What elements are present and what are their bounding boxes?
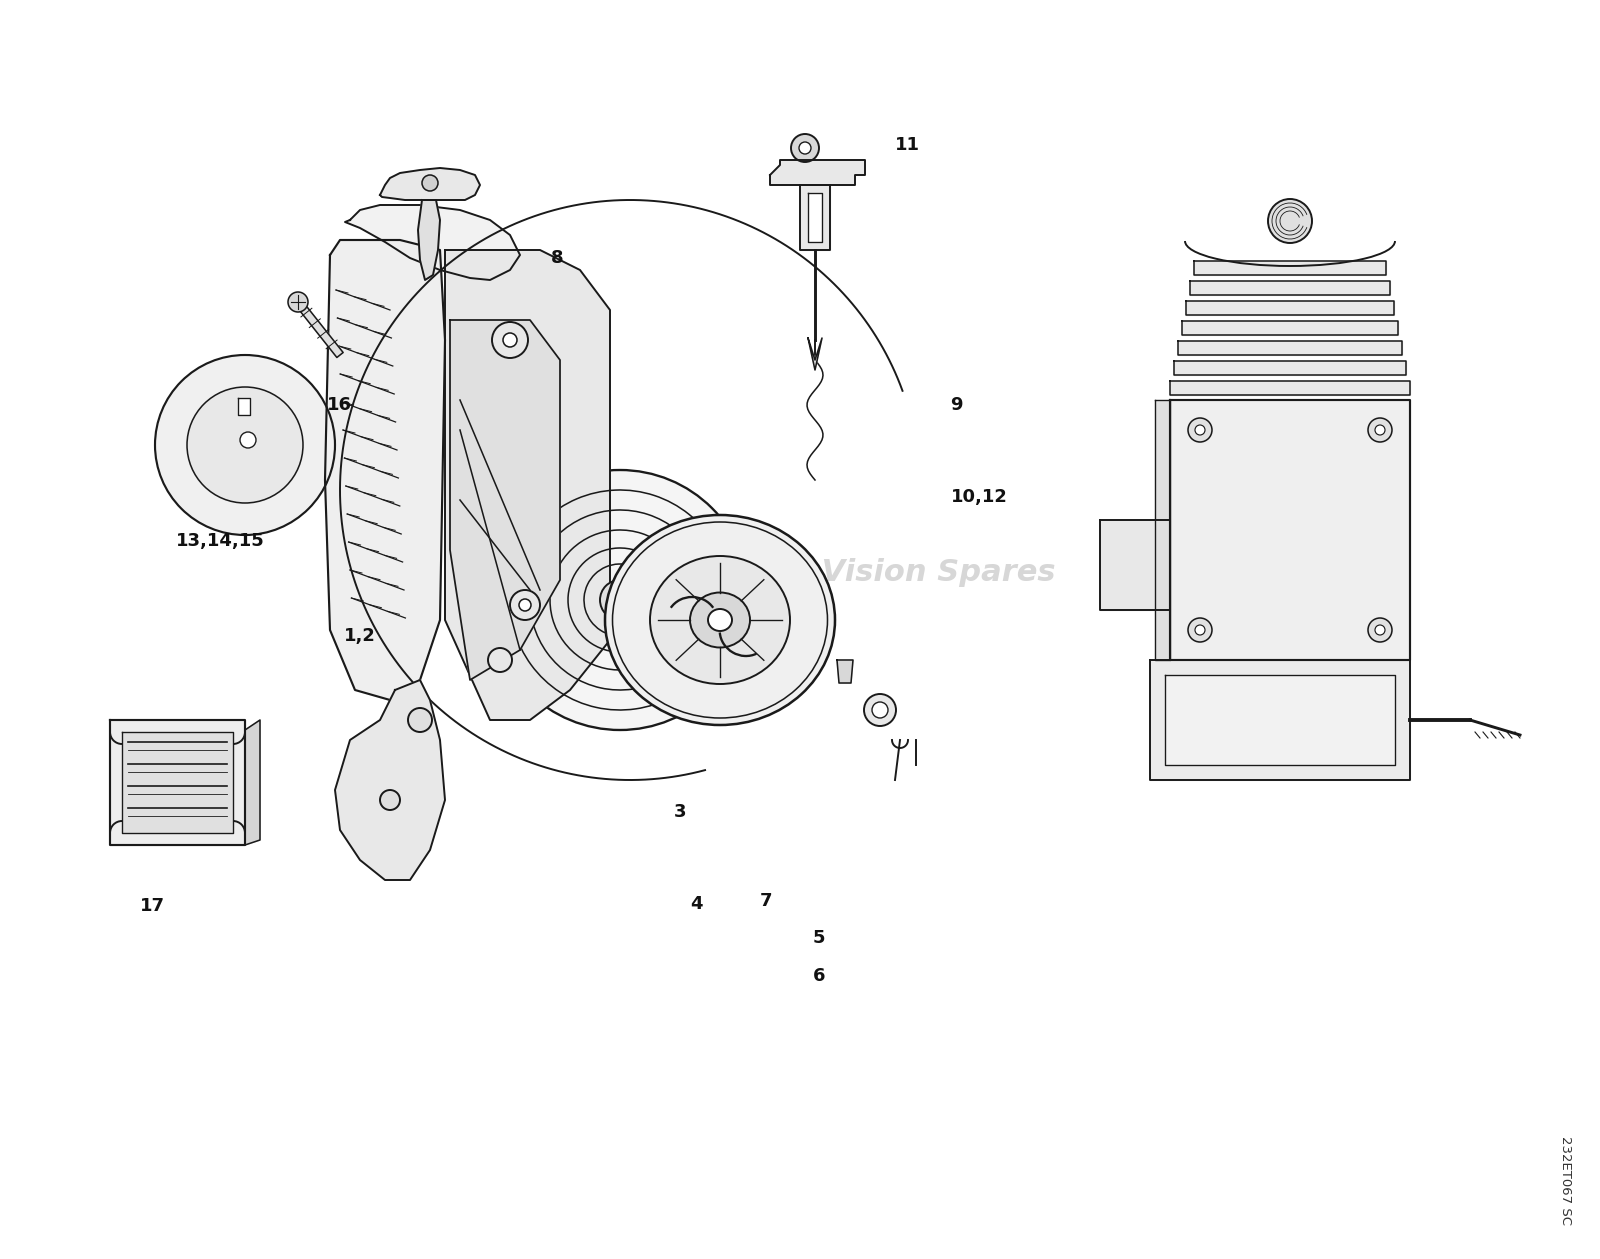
Circle shape (1267, 199, 1312, 243)
Circle shape (1187, 418, 1213, 442)
Polygon shape (445, 251, 610, 720)
Text: 5: 5 (813, 929, 826, 947)
Circle shape (1187, 618, 1213, 642)
Polygon shape (1174, 361, 1406, 375)
Text: 6: 6 (813, 967, 826, 985)
Text: 4: 4 (690, 895, 702, 913)
Polygon shape (808, 337, 822, 370)
Polygon shape (1194, 261, 1386, 274)
Circle shape (1195, 426, 1205, 436)
Text: 3: 3 (674, 803, 686, 821)
Circle shape (1374, 624, 1386, 635)
Text: Powered by Vision Spares: Powered by Vision Spares (608, 558, 1056, 588)
Circle shape (240, 432, 256, 448)
Polygon shape (325, 240, 445, 700)
Polygon shape (1150, 660, 1410, 781)
Circle shape (422, 175, 438, 191)
Circle shape (490, 470, 750, 730)
Circle shape (798, 142, 811, 154)
Polygon shape (1101, 520, 1170, 611)
Circle shape (1368, 418, 1392, 442)
Polygon shape (1155, 400, 1170, 660)
Polygon shape (837, 660, 853, 682)
Polygon shape (1165, 675, 1395, 765)
Text: 232ET067 SC: 232ET067 SC (1558, 1136, 1571, 1225)
Circle shape (155, 355, 334, 535)
Circle shape (510, 590, 541, 619)
Text: 10,12: 10,12 (950, 488, 1008, 506)
Polygon shape (770, 160, 866, 185)
Polygon shape (808, 193, 822, 242)
Polygon shape (122, 731, 234, 833)
Polygon shape (346, 205, 520, 279)
Circle shape (493, 322, 528, 358)
Polygon shape (418, 200, 440, 279)
Polygon shape (238, 398, 250, 415)
Polygon shape (1170, 381, 1410, 395)
Circle shape (502, 332, 517, 347)
Ellipse shape (650, 556, 790, 684)
Text: 9: 9 (950, 397, 963, 414)
Ellipse shape (707, 609, 733, 631)
Polygon shape (800, 185, 830, 251)
Polygon shape (1178, 341, 1402, 355)
Polygon shape (110, 720, 245, 845)
Text: 13,14,15: 13,14,15 (176, 533, 266, 550)
Text: 16: 16 (326, 397, 352, 414)
Polygon shape (1170, 400, 1410, 660)
Circle shape (790, 133, 819, 162)
Polygon shape (245, 720, 259, 845)
Polygon shape (294, 300, 342, 358)
Polygon shape (381, 167, 480, 200)
Text: 7: 7 (760, 893, 773, 910)
Circle shape (187, 387, 302, 504)
Polygon shape (334, 680, 445, 880)
Circle shape (600, 580, 640, 619)
Text: 17: 17 (139, 898, 165, 915)
Polygon shape (1190, 281, 1390, 295)
Circle shape (864, 694, 896, 726)
Circle shape (1374, 426, 1386, 436)
Polygon shape (1186, 301, 1394, 315)
Circle shape (488, 648, 512, 672)
Polygon shape (450, 320, 560, 680)
Circle shape (1368, 618, 1392, 642)
Ellipse shape (605, 515, 835, 725)
Text: 11: 11 (894, 136, 920, 154)
Circle shape (381, 789, 400, 810)
Circle shape (518, 599, 531, 611)
Polygon shape (1182, 321, 1398, 335)
Text: 1,2: 1,2 (344, 627, 376, 645)
Circle shape (288, 292, 307, 312)
Circle shape (872, 703, 888, 718)
Circle shape (408, 708, 432, 731)
Ellipse shape (690, 593, 750, 647)
Text: 8: 8 (550, 249, 563, 267)
Circle shape (1195, 624, 1205, 635)
